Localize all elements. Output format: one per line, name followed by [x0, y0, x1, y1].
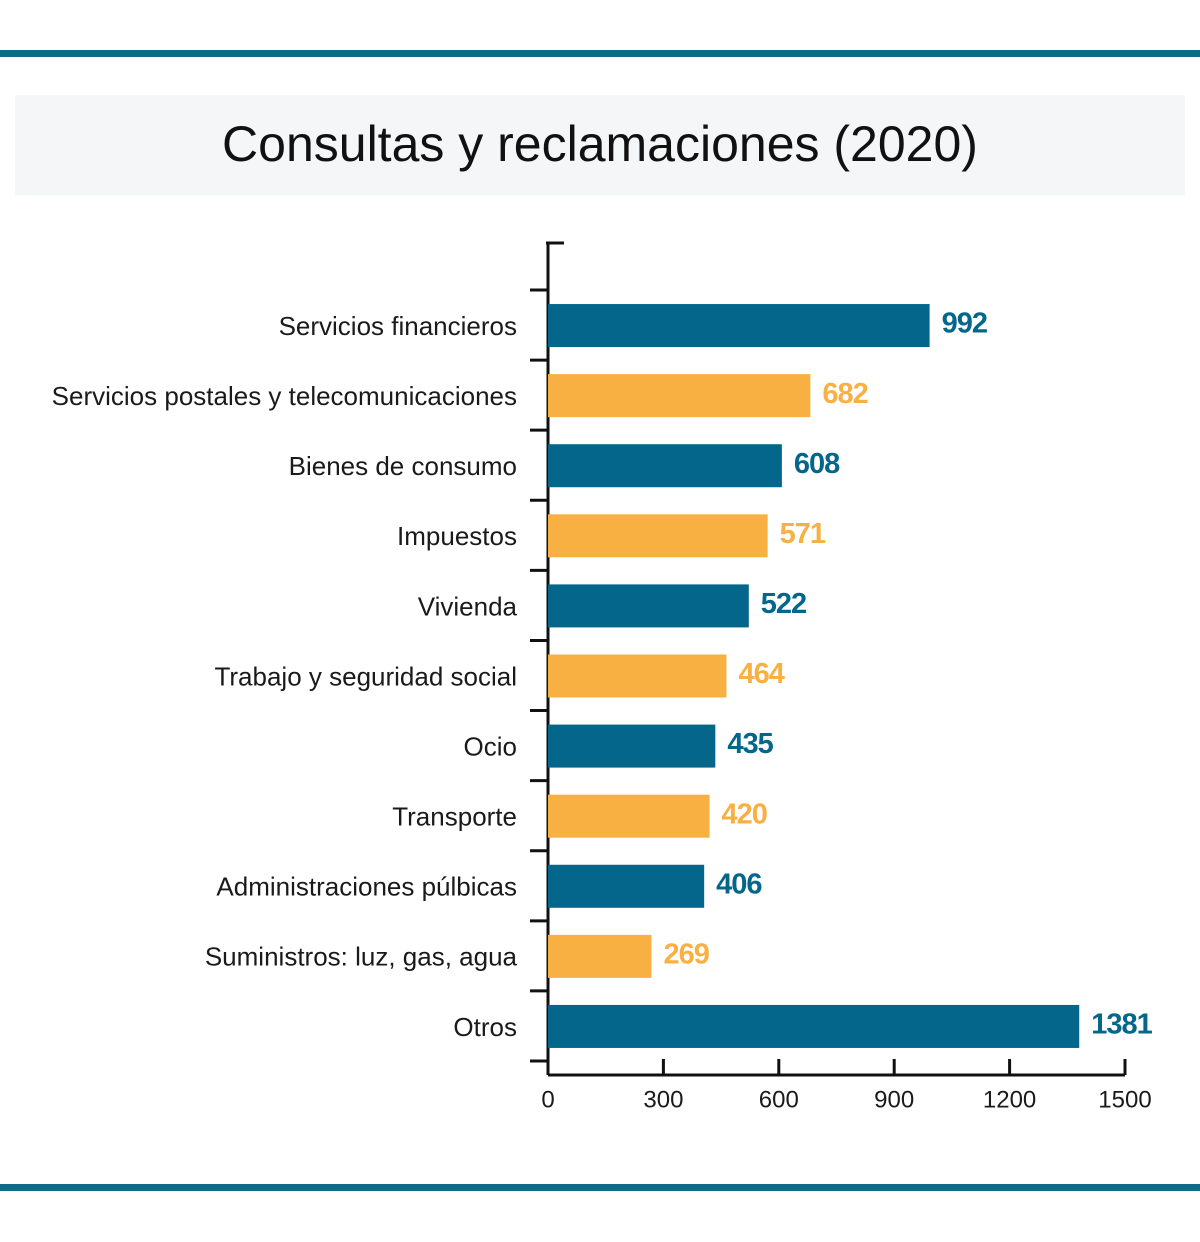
- value-label: 269: [663, 939, 709, 971]
- x-tick-label: 300: [643, 1086, 683, 1113]
- bar: [548, 584, 749, 628]
- value-label: 522: [761, 588, 806, 620]
- y-tick-label: Transporte: [392, 802, 517, 832]
- value-label: 992: [942, 308, 987, 340]
- x-tick-label: 900: [874, 1086, 914, 1113]
- top-rule: [0, 50, 1200, 57]
- y-tick-label: Suministros: luz, gas, agua: [205, 942, 518, 972]
- title-band: [15, 95, 1185, 195]
- value-label: 435: [727, 728, 773, 760]
- y-tick-label: Bienes de consumo: [289, 451, 517, 481]
- bar: [548, 374, 811, 418]
- bar: [548, 934, 652, 978]
- y-tick-label: Otros: [453, 1012, 517, 1042]
- y-tick-label: Servicios postales y telecomunicaciones: [52, 381, 517, 411]
- bar: [548, 654, 727, 698]
- bar: [548, 444, 782, 488]
- bar: [548, 304, 930, 348]
- x-tick-label: 1500: [1098, 1086, 1151, 1113]
- bar: [548, 724, 716, 768]
- x-tick-label: 0: [541, 1086, 554, 1113]
- y-tick-label: Vivienda: [418, 591, 518, 621]
- bottom-rule: [0, 1184, 1200, 1191]
- bar: [548, 514, 768, 558]
- bar: [548, 1004, 1080, 1048]
- value-label: 1381: [1091, 1009, 1152, 1041]
- chart-title: Consultas y reclamaciones (2020): [222, 116, 978, 172]
- y-tick-label: Ocio: [464, 731, 517, 761]
- x-tick-label: 600: [759, 1086, 799, 1113]
- value-label: 464: [738, 658, 784, 690]
- x-tick-label: 1200: [983, 1086, 1036, 1113]
- bar: [548, 794, 710, 838]
- value-label: 420: [722, 798, 767, 830]
- bar: [548, 864, 705, 908]
- value-label: 571: [780, 518, 826, 550]
- value-label: 608: [794, 448, 840, 480]
- value-label: 406: [716, 868, 762, 900]
- y-tick-label: Trabajo y seguridad social: [214, 661, 517, 691]
- y-tick-label: Administraciones púlbicas: [216, 872, 517, 902]
- value-label: 682: [822, 378, 867, 410]
- y-tick-label: Impuestos: [397, 521, 517, 551]
- y-tick-label: Servicios financieros: [279, 311, 517, 341]
